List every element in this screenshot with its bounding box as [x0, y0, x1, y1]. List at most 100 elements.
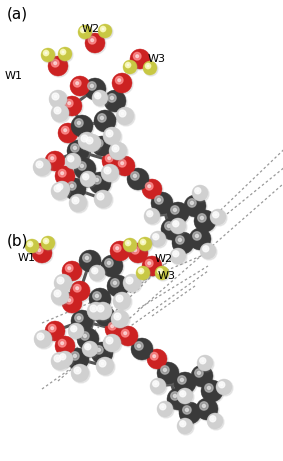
- Circle shape: [52, 183, 70, 201]
- Circle shape: [127, 168, 149, 190]
- Circle shape: [71, 77, 91, 97]
- Circle shape: [86, 137, 93, 144]
- Circle shape: [64, 178, 86, 200]
- Text: W1: W1: [18, 253, 36, 263]
- Circle shape: [221, 384, 223, 386]
- Circle shape: [178, 376, 186, 384]
- Circle shape: [76, 287, 79, 290]
- Circle shape: [168, 389, 190, 411]
- Circle shape: [131, 50, 151, 70]
- Circle shape: [90, 305, 97, 312]
- Circle shape: [63, 97, 83, 117]
- Circle shape: [148, 185, 151, 188]
- Circle shape: [35, 246, 43, 254]
- Circle shape: [106, 130, 113, 137]
- Circle shape: [65, 100, 73, 107]
- Circle shape: [59, 124, 79, 144]
- Circle shape: [88, 36, 96, 44]
- Circle shape: [71, 352, 79, 360]
- Circle shape: [105, 91, 127, 113]
- Circle shape: [123, 274, 141, 292]
- Circle shape: [108, 94, 116, 102]
- Circle shape: [42, 49, 56, 63]
- Circle shape: [123, 60, 137, 74]
- Circle shape: [61, 126, 69, 134]
- Circle shape: [70, 76, 90, 96]
- Circle shape: [51, 157, 54, 160]
- Circle shape: [207, 413, 223, 429]
- Circle shape: [98, 142, 101, 145]
- Circle shape: [68, 299, 71, 301]
- Circle shape: [68, 141, 90, 163]
- Circle shape: [68, 267, 71, 270]
- Text: W3: W3: [148, 54, 166, 64]
- Circle shape: [38, 163, 41, 166]
- Circle shape: [114, 147, 117, 150]
- Circle shape: [49, 90, 67, 108]
- Circle shape: [73, 328, 75, 330]
- Circle shape: [97, 358, 115, 376]
- Circle shape: [54, 107, 61, 114]
- Circle shape: [51, 104, 69, 122]
- Circle shape: [118, 326, 138, 346]
- Circle shape: [92, 90, 108, 106]
- Circle shape: [90, 173, 112, 195]
- Circle shape: [97, 349, 100, 351]
- Circle shape: [207, 386, 211, 390]
- Circle shape: [89, 172, 111, 194]
- Circle shape: [68, 102, 71, 105]
- Circle shape: [95, 139, 103, 147]
- Circle shape: [137, 267, 151, 281]
- Circle shape: [160, 404, 166, 410]
- Circle shape: [200, 216, 203, 219]
- Circle shape: [85, 33, 105, 53]
- Circle shape: [128, 279, 131, 282]
- Circle shape: [162, 406, 164, 408]
- Circle shape: [136, 55, 139, 58]
- Circle shape: [84, 135, 102, 153]
- Circle shape: [159, 270, 161, 272]
- Circle shape: [143, 61, 157, 75]
- Circle shape: [97, 95, 99, 97]
- Circle shape: [76, 369, 79, 372]
- Circle shape: [105, 259, 113, 267]
- Text: W2: W2: [82, 24, 100, 34]
- Circle shape: [62, 293, 82, 313]
- Circle shape: [83, 134, 101, 152]
- Circle shape: [88, 303, 106, 321]
- Circle shape: [117, 108, 135, 126]
- Circle shape: [113, 244, 121, 252]
- Circle shape: [108, 339, 111, 342]
- Circle shape: [58, 47, 72, 61]
- Circle shape: [70, 195, 88, 213]
- Circle shape: [178, 389, 194, 405]
- Circle shape: [71, 326, 77, 332]
- Circle shape: [95, 303, 113, 321]
- Circle shape: [215, 213, 217, 216]
- Circle shape: [46, 322, 66, 342]
- Circle shape: [148, 350, 168, 370]
- Circle shape: [108, 157, 111, 160]
- Circle shape: [37, 333, 44, 340]
- Circle shape: [70, 158, 72, 160]
- Circle shape: [192, 366, 214, 388]
- Circle shape: [58, 169, 66, 177]
- Circle shape: [163, 368, 166, 372]
- Circle shape: [177, 418, 193, 434]
- Circle shape: [36, 161, 43, 168]
- Circle shape: [158, 402, 174, 418]
- Circle shape: [121, 162, 124, 165]
- Circle shape: [81, 135, 88, 142]
- Circle shape: [58, 123, 78, 143]
- Circle shape: [155, 236, 157, 238]
- Circle shape: [49, 57, 69, 77]
- Circle shape: [52, 353, 70, 371]
- Circle shape: [201, 380, 223, 402]
- Circle shape: [125, 240, 131, 246]
- Circle shape: [112, 145, 119, 152]
- Circle shape: [89, 265, 105, 281]
- Circle shape: [72, 116, 94, 138]
- Circle shape: [113, 281, 117, 284]
- Circle shape: [98, 309, 106, 317]
- Circle shape: [148, 262, 151, 265]
